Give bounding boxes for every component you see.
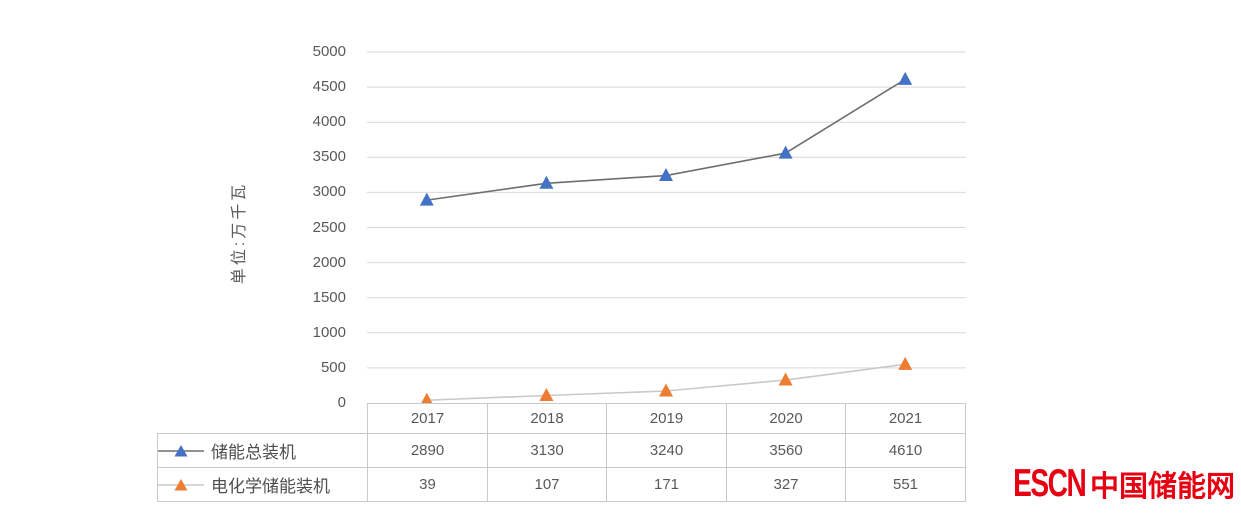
line-chart-plot-area — [367, 0, 966, 404]
y-tick-label: 2000 — [312, 253, 346, 271]
y-tick-label: 2500 — [312, 218, 346, 236]
value-cell: 2890 — [367, 433, 488, 468]
triangle-marker — [659, 383, 673, 397]
data-table: 2017 2018 2019 2020 2021 储能总装机 2890 3130 3240 35… — [157, 403, 966, 502]
escn-logo: ESCN 中国储能网 — [985, 462, 1235, 506]
y-tick-label: 4000 — [312, 113, 346, 131]
value-cell: 3560 — [726, 433, 846, 468]
value-cell: 551 — [845, 467, 966, 502]
value-cell: 327 — [726, 467, 846, 502]
triangle-marker — [659, 168, 673, 182]
legend-label: 电化学储能装机 — [211, 477, 330, 496]
triangle-marker — [539, 387, 554, 401]
legend-label: 储能总装机 — [211, 443, 296, 462]
triangle-marker — [898, 71, 913, 85]
table-year-row: 2017 2018 2019 2020 2021 — [158, 403, 966, 434]
logo-text-zh: 中国储能网 — [1089, 471, 1235, 503]
legend-cell: 储能总装机 — [157, 433, 368, 468]
table-row: 储能总装机 2890 3130 3240 3560 4610 — [157, 433, 966, 468]
legend-marker-icon — [158, 478, 204, 490]
y-axis-title: 单位:万千瓦 — [231, 181, 248, 285]
y-tick-label: 3500 — [312, 148, 346, 166]
value-cell: 4610 — [845, 433, 966, 468]
y-tick-label: 1000 — [312, 323, 346, 341]
y-tick-label: 3000 — [312, 183, 346, 201]
year-header-cell: 2018 — [487, 403, 607, 434]
triangle-marker — [778, 145, 793, 159]
value-cell: 107 — [487, 467, 607, 502]
value-cell: 171 — [606, 467, 727, 502]
triangle-marker — [419, 192, 434, 206]
triangle-marker — [778, 372, 793, 386]
value-cell: 3240 — [606, 433, 727, 468]
line-chart-svg — [367, 51, 966, 404]
legend-marker-icon — [158, 444, 204, 456]
table-corner-cell — [158, 404, 368, 434]
y-tick-label: 0 — [337, 394, 346, 411]
value-cell: 39 — [367, 467, 488, 502]
series-line — [426, 78, 906, 201]
year-header-cell: 2017 — [367, 403, 488, 434]
triangle-marker — [420, 392, 433, 404]
year-header-cell: 2020 — [726, 403, 846, 434]
value-cell: 3130 — [487, 433, 607, 468]
year-header-cell: 2019 — [606, 403, 727, 434]
y-tick-label: 4500 — [312, 78, 346, 96]
table-row: 电化学储能装机 39 107 171 327 551 — [157, 467, 966, 502]
y-tick-label: 1500 — [312, 288, 346, 306]
legend-cell: 电化学储能装机 — [157, 467, 368, 502]
year-header-cell: 2021 — [845, 403, 966, 434]
y-tick-label: 500 — [320, 358, 346, 376]
triangle-marker — [898, 356, 913, 370]
y-tick-label: 5000 — [312, 43, 346, 60]
triangle-marker — [539, 175, 554, 189]
logo-text-en: ESCN — [1012, 462, 1087, 505]
